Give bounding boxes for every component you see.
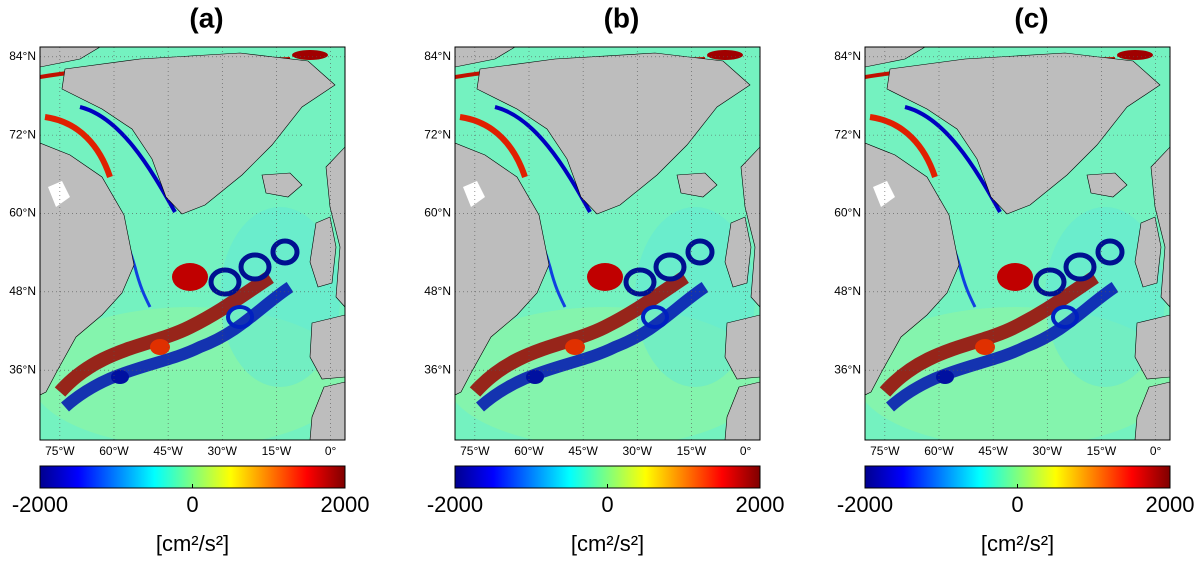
colorbar-tick-label: 2000 — [321, 492, 370, 517]
colorbar-tick-label: 2000 — [1146, 492, 1195, 517]
lat-label: 36°N — [834, 362, 861, 376]
lat-label: 84°N — [834, 49, 861, 63]
map-frame — [454, 46, 761, 441]
map-area — [445, 47, 765, 447]
lat-label: 36°N — [9, 362, 36, 376]
colorbar-unit: [cm²/s²] — [571, 531, 644, 556]
colorbar-tick-label: -2000 — [12, 492, 68, 517]
colorbar-tick-label: -2000 — [837, 492, 893, 517]
colorbar-tick-label: 0 — [1011, 492, 1023, 517]
lat-label: 60°N — [424, 206, 451, 220]
panel-label: (b) — [604, 2, 640, 33]
lon-label: 30°W — [208, 444, 238, 458]
lat-label: 72°N — [834, 127, 861, 141]
lon-label: 15°W — [262, 444, 292, 458]
map-frame — [39, 46, 346, 441]
lon-label: 15°W — [677, 444, 707, 458]
lon-label: 30°W — [1033, 444, 1063, 458]
map-field — [855, 47, 1175, 447]
map-frame — [864, 46, 1171, 441]
lat-label: 72°N — [9, 127, 36, 141]
panel: (b) 84°N 72°N 60°N 48°N 36°N 75°W 60°W 45°W 30°W 1… — [424, 2, 784, 555]
map-area — [30, 47, 350, 447]
colorbar-unit: [cm²/s²] — [156, 531, 229, 556]
lon-label: 60°W — [99, 444, 129, 458]
lon-label: 45°W — [568, 444, 598, 458]
panel-label: (c) — [1014, 2, 1048, 33]
lon-label: 75°W — [45, 444, 75, 458]
map-area — [855, 47, 1175, 447]
lon-label: 0° — [325, 444, 337, 458]
panel: (a) 84°N 72°N 60°N 48°N 36°N 75°W 60°W 45°W 30°W 1… — [9, 2, 369, 555]
lon-label: 15°W — [1087, 444, 1117, 458]
colorbar-tick-label: 2000 — [736, 492, 785, 517]
colorbar-tick-label: 0 — [601, 492, 613, 517]
colorbar-tick-label: -2000 — [427, 492, 483, 517]
lon-label: 45°W — [153, 444, 183, 458]
lon-label: 30°W — [623, 444, 653, 458]
colorbar-unit: [cm²/s²] — [981, 531, 1054, 556]
colorbar-tick-label: 0 — [186, 492, 198, 517]
lat-label: 48°N — [834, 284, 861, 298]
lon-label: 45°W — [978, 444, 1008, 458]
lon-label: 60°W — [514, 444, 544, 458]
lat-label: 36°N — [424, 362, 451, 376]
panel-label: (a) — [189, 2, 223, 33]
lat-label: 84°N — [9, 49, 36, 63]
map-field — [445, 47, 765, 447]
lat-label: 48°N — [424, 284, 451, 298]
map: 84°N 72°N 60°N 48°N 36°N 75°W 60°W 45°W 30°W 15°W… — [9, 46, 350, 458]
map-field — [30, 47, 350, 447]
lon-label: 75°W — [870, 444, 900, 458]
lon-label: 0° — [1150, 444, 1162, 458]
map: 84°N 72°N 60°N 48°N 36°N 75°W 60°W 45°W 30°W 15°W… — [424, 46, 765, 458]
lon-label: 60°W — [924, 444, 954, 458]
panel: (c) 84°N 72°N 60°N 48°N 36°N 75°W 60°W 45°W 30°W 1… — [834, 2, 1194, 555]
lat-label: 60°N — [834, 206, 861, 220]
map: 84°N 72°N 60°N 48°N 36°N 75°W 60°W 45°W 30°W 15°W… — [834, 46, 1175, 458]
lat-label: 72°N — [424, 127, 451, 141]
lon-label: 75°W — [460, 444, 490, 458]
lat-label: 60°N — [9, 206, 36, 220]
lon-label: 0° — [740, 444, 752, 458]
lat-label: 84°N — [424, 49, 451, 63]
lat-label: 48°N — [9, 284, 36, 298]
